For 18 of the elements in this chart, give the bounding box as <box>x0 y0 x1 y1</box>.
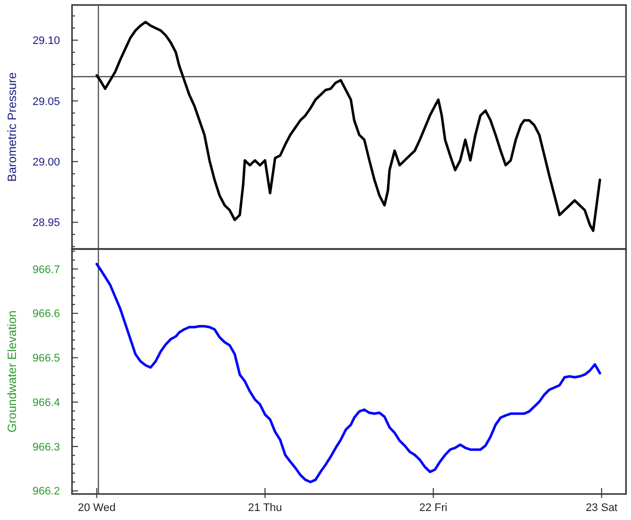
x-tick-label: 22 Fri <box>419 502 448 514</box>
y-axis-title: Groundwater Elevation <box>5 310 19 433</box>
y-tick-label: 966.4 <box>32 396 60 409</box>
x-tick-label: 23 Sat <box>586 502 618 514</box>
y-tick-label: 966.5 <box>32 352 60 365</box>
x-tick-label: 20 Wed <box>78 502 116 514</box>
y-tick-label: 966.3 <box>32 441 60 454</box>
line-series <box>95 262 602 484</box>
y-tick-label: 966.7 <box>32 264 60 276</box>
y-tick-label: 29.00 <box>32 156 60 168</box>
y-axis-title: Barometric Pressure <box>5 72 19 182</box>
y-tick-label: 966.6 <box>32 308 60 320</box>
x-tick-label: 21 Thu <box>248 502 282 514</box>
y-tick-label: 966.2 <box>32 486 60 498</box>
y-tick-label: 29.05 <box>32 96 60 108</box>
y-tick-label: 29.10 <box>32 35 60 48</box>
line-series <box>95 20 602 232</box>
y-tick-label: 28.95 <box>32 217 60 230</box>
